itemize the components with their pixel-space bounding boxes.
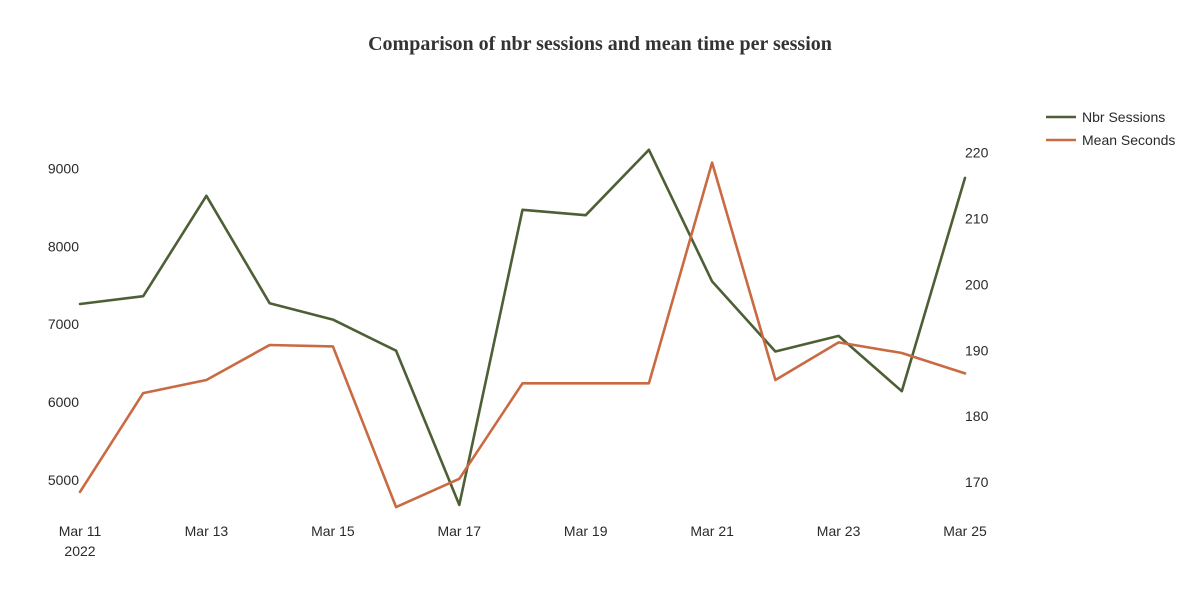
legend-label: Nbr Sessions [1082,109,1165,125]
y-left-tick-label: 5000 [48,472,79,488]
legend-label: Mean Seconds [1082,132,1175,148]
y-right-tick-label: 210 [965,211,989,227]
x-tick-label: Mar 23 [817,523,861,539]
x-tick-label: Mar 13 [185,523,229,539]
x-tick-label: Mar 19 [564,523,608,539]
chart-title: Comparison of nbr sessions and mean time… [368,33,832,55]
x-tick-label: Mar 11 [59,523,102,539]
x-tick-label: Mar 21 [690,523,734,539]
x-tick-label: Mar 15 [311,523,355,539]
y-left-tick-label: 6000 [48,394,79,410]
y-right-tick-label: 220 [965,145,989,161]
x-tick-label: Mar 25 [943,523,987,539]
y-right-tick-label: 180 [965,408,989,424]
y-right-tick-label: 190 [965,342,989,358]
y-left-tick-label: 9000 [48,161,79,177]
y-left-tick-label: 7000 [48,316,79,332]
x-tick-sublabel: 2022 [64,543,95,559]
y-right-tick-label: 200 [965,276,989,292]
plot-area: 5000 6000 7000 8000 9000 170 180 190 200 210 220 Ma… [48,145,989,559]
y-left-tick-label: 8000 [48,238,79,254]
series-line-mean-seconds [78,161,967,509]
legend-item-nbr-sessions[interactable]: Nbr Sessions [1046,109,1165,125]
legend-item-mean-seconds[interactable]: Mean Seconds [1046,132,1175,148]
series-line-nbr-sessions [78,148,967,507]
y-right-tick-label: 170 [965,474,989,490]
legend[interactable]: Nbr Sessions Mean Seconds [1046,109,1175,148]
x-tick-label: Mar 17 [437,523,481,539]
